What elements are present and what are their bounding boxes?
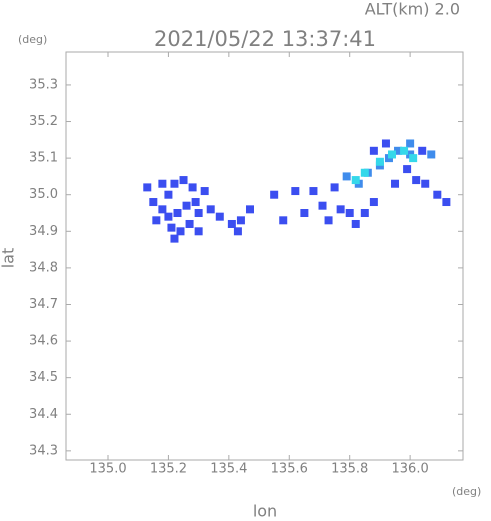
- echo-cell: [182, 201, 191, 210]
- echo-cell: [164, 190, 173, 199]
- y-tick-label: 34.8: [29, 260, 58, 275]
- echo-cell: [170, 234, 179, 243]
- echo-cell: [360, 209, 369, 218]
- echo-cell: [369, 198, 378, 207]
- echo-cell: [324, 216, 333, 225]
- x-tick-label: 135.8: [331, 462, 368, 477]
- echo-cell: [194, 209, 203, 218]
- echo-cell: [342, 172, 351, 181]
- echo-cell: [442, 198, 451, 207]
- echo-cell: [233, 227, 242, 236]
- echo-cell: [351, 176, 360, 185]
- y-tick-label: 34.3: [29, 443, 58, 458]
- x-tick-label: 135.4: [210, 462, 247, 477]
- x-tick-label: 135.2: [150, 462, 187, 477]
- echo-cell: [309, 187, 318, 196]
- echo-cell: [433, 190, 442, 199]
- x-axis-label: lon: [253, 502, 277, 521]
- y-tick-label: 34.6: [29, 334, 58, 349]
- plot-frame: [65, 51, 464, 461]
- x-tick-label: 136.0: [392, 462, 429, 477]
- echo-cell: [400, 146, 409, 155]
- echo-cell: [191, 198, 200, 207]
- y-tick-label: 35.1: [29, 151, 58, 166]
- echo-cell: [245, 205, 254, 214]
- altitude-label: ALT(km) 2.0: [365, 0, 460, 19]
- echo-cell: [406, 139, 415, 148]
- y-tick-label: 34.5: [29, 370, 58, 385]
- echo-cell: [215, 212, 224, 221]
- y-tick-label: 35.2: [29, 114, 58, 129]
- y-tick-label: 34.9: [29, 224, 58, 239]
- echo-cell: [291, 187, 300, 196]
- y-axis-label: lat: [0, 248, 18, 269]
- echo-cell: [381, 139, 390, 148]
- x-tick-label: 135.6: [271, 462, 308, 477]
- echo-cell: [227, 219, 236, 228]
- echo-cell: [200, 187, 209, 196]
- echo-cell: [369, 146, 378, 155]
- echo-cell: [158, 179, 167, 188]
- echo-cell: [270, 190, 279, 199]
- echo-cell: [375, 157, 384, 166]
- echo-cell: [351, 219, 360, 228]
- echo-cell: [318, 201, 327, 210]
- echo-cell: [412, 176, 421, 185]
- x-tick-label: 135.0: [89, 462, 126, 477]
- echo-cell: [194, 227, 203, 236]
- echo-cell: [179, 176, 188, 185]
- echo-cell: [336, 205, 345, 214]
- y-tick-label: 35.3: [29, 77, 58, 92]
- echo-cell: [173, 209, 182, 218]
- echo-cell: [330, 183, 339, 192]
- echo-cell: [421, 179, 430, 188]
- echo-cell: [143, 183, 152, 192]
- echo-cell: [149, 198, 158, 207]
- chart-title: 2021/05/22 13:37:41: [154, 27, 376, 51]
- echo-cell: [387, 150, 396, 159]
- echo-cell: [279, 216, 288, 225]
- y-tick-label: 35.0: [29, 187, 58, 202]
- echo-cell: [206, 205, 215, 214]
- echo-cell: [176, 227, 185, 236]
- y-unit: (deg): [18, 33, 47, 46]
- echo-cell: [185, 219, 194, 228]
- echo-cell: [170, 179, 179, 188]
- echo-cell: [394, 146, 403, 155]
- echo-cell: [152, 216, 161, 225]
- echo-cell: [300, 209, 309, 218]
- echo-cell: [427, 150, 436, 159]
- echo-cell: [345, 209, 354, 218]
- y-tick-label: 34.4: [29, 407, 58, 422]
- echo-cell: [418, 146, 427, 155]
- echo-cell: [409, 154, 418, 163]
- echo-cell: [403, 165, 412, 174]
- echo-cell: [391, 179, 400, 188]
- y-tick-label: 34.7: [29, 297, 58, 312]
- echo-cell: [164, 212, 173, 221]
- echo-cell: [188, 183, 197, 192]
- echo-cell: [158, 205, 167, 214]
- echo-cell: [236, 216, 245, 225]
- echo-cell: [167, 223, 176, 232]
- x-unit: (deg): [452, 485, 481, 498]
- echo-cell: [360, 168, 369, 177]
